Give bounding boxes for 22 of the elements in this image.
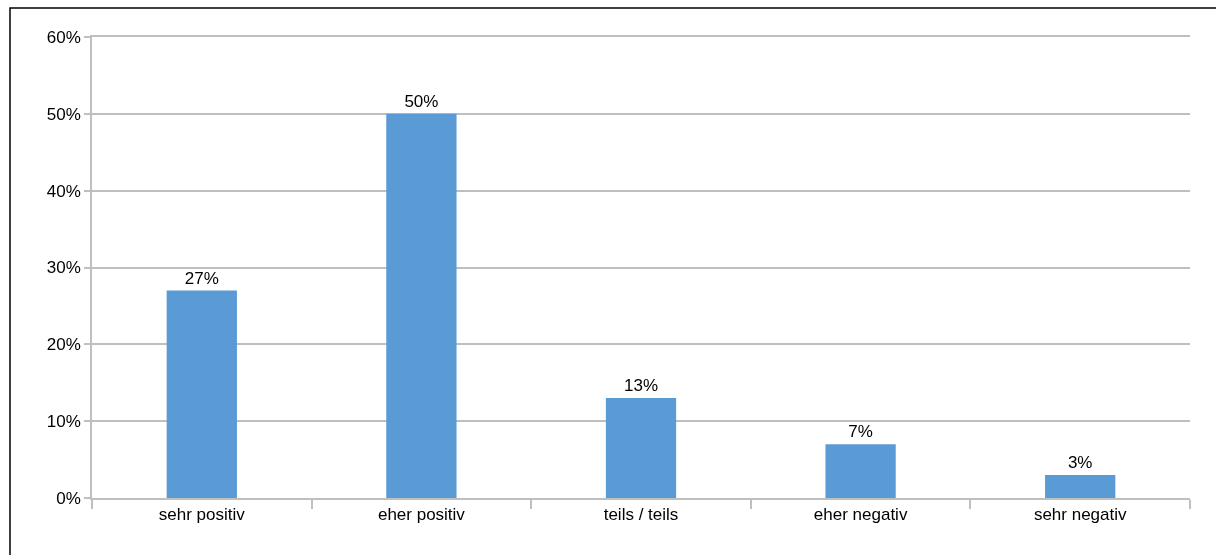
data-label: 7%	[848, 422, 873, 442]
y-tick-label: 20%	[46, 335, 81, 355]
data-label: 3%	[1067, 452, 1093, 472]
x-tick-label: sehr positiv	[158, 505, 246, 525]
bar	[1045, 474, 1116, 498]
y-tick-label: 10%	[46, 412, 81, 432]
data-label: 13%	[623, 376, 659, 396]
bar	[605, 398, 677, 498]
y-tick-label: 60%	[46, 27, 81, 47]
y-tick-label: 0%	[56, 488, 81, 508]
y-tick-label: 50%	[46, 104, 81, 124]
bar	[825, 444, 896, 498]
x-tick-label: teils / teils	[603, 505, 679, 525]
data-label: 27%	[184, 268, 219, 288]
x-tick-label: eher positiv	[377, 505, 466, 525]
x-tick-label: sehr negativ	[1033, 505, 1127, 525]
y-tick-label: 30%	[46, 258, 81, 278]
data-label: 50%	[404, 91, 439, 111]
y-tick-label: 40%	[46, 181, 81, 201]
bar	[386, 113, 457, 498]
x-tick-label: eher negativ	[813, 505, 908, 525]
bar	[166, 290, 237, 498]
